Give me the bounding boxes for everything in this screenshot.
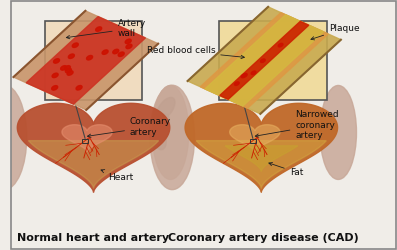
Ellipse shape xyxy=(102,50,108,54)
Polygon shape xyxy=(187,7,341,114)
Polygon shape xyxy=(200,12,328,108)
Ellipse shape xyxy=(154,130,166,150)
Polygon shape xyxy=(29,141,158,188)
Polygon shape xyxy=(26,16,145,104)
Polygon shape xyxy=(230,125,280,152)
Ellipse shape xyxy=(64,66,70,70)
Bar xyxy=(250,139,256,142)
Ellipse shape xyxy=(125,39,131,44)
Ellipse shape xyxy=(241,74,246,78)
Text: Coronary artery disease (CAD): Coronary artery disease (CAD) xyxy=(168,233,358,243)
Ellipse shape xyxy=(235,82,239,86)
Polygon shape xyxy=(62,125,112,152)
Ellipse shape xyxy=(278,43,283,47)
Text: Heart: Heart xyxy=(101,170,133,182)
Text: Red blood cells: Red blood cells xyxy=(146,46,244,58)
Ellipse shape xyxy=(320,86,357,180)
Ellipse shape xyxy=(0,98,7,120)
Ellipse shape xyxy=(76,86,82,90)
Ellipse shape xyxy=(96,27,102,31)
Polygon shape xyxy=(205,15,324,106)
Ellipse shape xyxy=(52,86,58,90)
Ellipse shape xyxy=(118,52,124,56)
Ellipse shape xyxy=(156,114,170,134)
Ellipse shape xyxy=(54,59,60,63)
Text: Plaque: Plaque xyxy=(311,24,360,40)
Ellipse shape xyxy=(87,56,93,60)
Ellipse shape xyxy=(243,74,247,77)
Ellipse shape xyxy=(68,54,74,58)
Text: Artery
wall: Artery wall xyxy=(66,19,146,39)
Polygon shape xyxy=(185,103,337,192)
Ellipse shape xyxy=(66,68,71,73)
Polygon shape xyxy=(197,141,326,188)
Ellipse shape xyxy=(150,85,195,190)
Polygon shape xyxy=(220,21,309,99)
Text: Coronary
artery: Coronary artery xyxy=(87,117,171,138)
Ellipse shape xyxy=(67,71,73,75)
Ellipse shape xyxy=(113,49,119,54)
Ellipse shape xyxy=(0,85,27,190)
Bar xyxy=(82,139,88,142)
FancyBboxPatch shape xyxy=(219,20,327,100)
Ellipse shape xyxy=(251,71,256,74)
Polygon shape xyxy=(225,146,298,171)
Ellipse shape xyxy=(126,44,132,49)
Ellipse shape xyxy=(152,86,189,180)
Ellipse shape xyxy=(61,66,67,70)
FancyBboxPatch shape xyxy=(45,20,142,100)
Ellipse shape xyxy=(0,114,2,134)
Polygon shape xyxy=(13,11,158,110)
Text: Normal heart and artery: Normal heart and artery xyxy=(17,233,170,243)
Ellipse shape xyxy=(72,43,78,48)
Polygon shape xyxy=(17,103,170,192)
Ellipse shape xyxy=(156,98,175,120)
Text: Narrowed
coronary
artery: Narrowed coronary artery xyxy=(255,110,339,140)
Ellipse shape xyxy=(260,59,265,62)
Ellipse shape xyxy=(52,73,58,78)
Text: Fat: Fat xyxy=(269,162,303,177)
